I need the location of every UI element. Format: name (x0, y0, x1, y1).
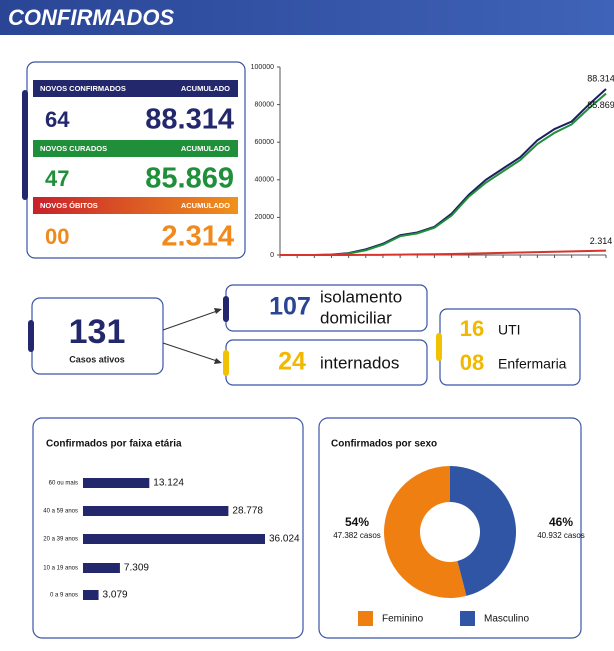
y-tick-label: 60000 (255, 139, 275, 146)
value-label: 36.024 (269, 534, 300, 545)
value-label: 28.778 (232, 506, 263, 517)
category-label: 40 a 59 anos (43, 509, 78, 515)
icu-value: 16 (460, 316, 484, 341)
bar (83, 478, 150, 488)
value-label: 85.869 (587, 100, 614, 110)
arrow (162, 342, 221, 363)
summary-header (33, 140, 238, 157)
accent-bar (22, 90, 28, 200)
summary-new: 64 (45, 107, 70, 132)
y-tick-label: 20000 (255, 214, 275, 221)
ward-label: Enfermaria (498, 356, 567, 372)
summary-accum-label: ACUMULADO (181, 144, 230, 153)
age-panel (32, 417, 304, 639)
value-label: 2.314 (590, 236, 613, 246)
home-value: 107 (269, 293, 311, 321)
arrow-head (214, 358, 222, 364)
summary-total: 85.869 (145, 163, 234, 195)
bar (83, 563, 120, 573)
category-label: 20 a 39 anos (43, 537, 78, 543)
arrow-head (214, 308, 222, 314)
case-label: 47.382 casos (333, 531, 381, 540)
active-label: Casos ativos (69, 354, 125, 364)
hospital-value: 24 (278, 348, 306, 376)
page-title: CONFIRMADOS (8, 5, 175, 30)
summary-new: 00 (45, 224, 69, 249)
arrow (162, 309, 221, 331)
hospital-label: internados (320, 353, 399, 372)
accent-bar (436, 333, 442, 361)
header-bar (0, 0, 614, 35)
bar (83, 590, 99, 600)
donut-slice (384, 466, 467, 599)
legend-swatch (358, 611, 373, 626)
series-line (280, 88, 607, 256)
summary-header (33, 197, 238, 214)
y-tick-label: 100000 (251, 64, 274, 71)
category-label: 60 ou mais (49, 481, 78, 487)
series-line (280, 92, 607, 256)
category-label: 10 a 19 anos (43, 566, 78, 572)
value-label: 13.124 (153, 478, 184, 489)
value-label: 88.314 (587, 73, 614, 83)
donut-slice (450, 466, 517, 596)
chart-title: Confirmados por faixa etária (46, 439, 182, 450)
summary-accum-label: ACUMULADO (181, 84, 230, 93)
legend-swatch (460, 611, 475, 626)
legend-label: Masculino (484, 614, 529, 625)
summary-label: NOVOS ÓBITOS (40, 201, 98, 210)
chart-title: Confirmados por sexo (331, 439, 437, 450)
accent-bar (28, 320, 34, 352)
summary-total: 2.314 (161, 221, 234, 253)
y-tick-label: 0 (270, 252, 274, 259)
case-label: 40.932 casos (537, 531, 585, 540)
home-label: isolamento (320, 287, 402, 306)
active-value: 131 (69, 313, 126, 351)
summary-label: NOVOS CONFIRMADOS (40, 84, 126, 93)
summary-label: NOVOS CURADOS (40, 144, 107, 153)
sex-panel (318, 417, 582, 639)
value-label: 3.079 (103, 590, 128, 601)
summary-new: 47 (45, 166, 69, 191)
legend-label: Feminino (382, 614, 424, 625)
category-label: 0 a 9 anos (50, 593, 78, 599)
y-tick-label: 40000 (255, 177, 275, 184)
summary-total: 88.314 (145, 104, 234, 136)
ward-value: 08 (460, 350, 484, 375)
summary-header (33, 80, 238, 97)
series-line (280, 249, 607, 256)
icu-label: UTI (498, 322, 521, 338)
value-label: 54% (345, 515, 369, 529)
bar (83, 506, 229, 516)
y-tick-label: 80000 (255, 101, 275, 108)
accent-bar (223, 296, 229, 322)
value-label: 7.309 (124, 563, 149, 574)
bar (83, 534, 265, 544)
summary-accum-label: ACUMULADO (181, 201, 230, 210)
accent-bar (223, 350, 229, 376)
home-label: domiciliar (320, 308, 392, 327)
value-label: 46% (549, 515, 573, 529)
